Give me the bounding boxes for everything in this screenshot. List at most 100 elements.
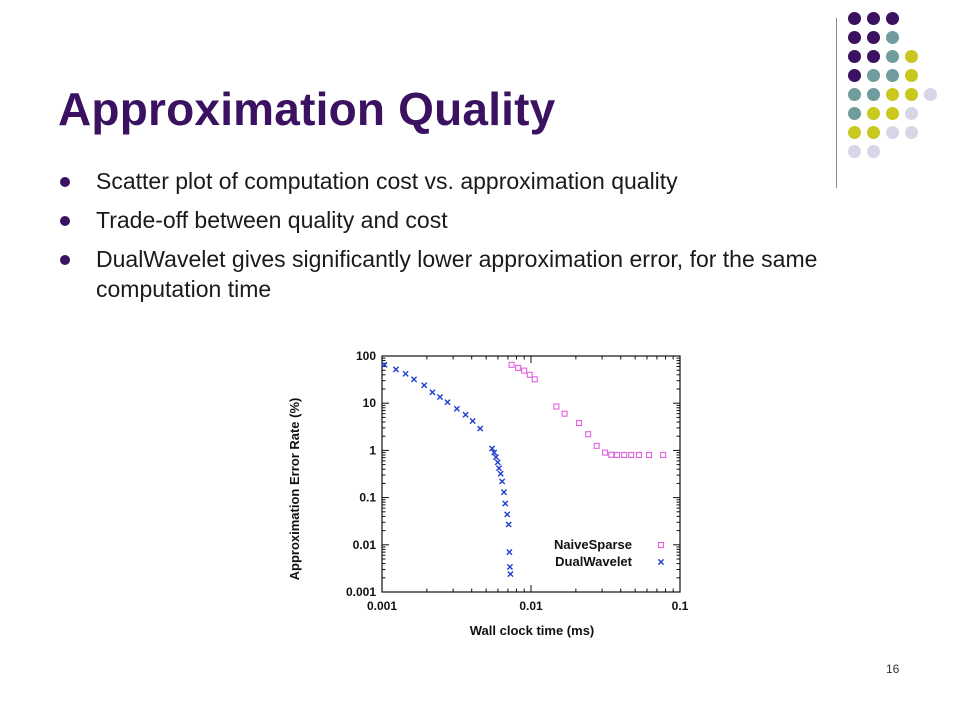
y-tick-label: 1 (369, 443, 376, 457)
decorative-divider (836, 18, 837, 188)
y-tick-label: 0.1 (359, 491, 376, 505)
point-naivesparse (635, 451, 642, 459)
point-naivesparse (628, 451, 635, 459)
decorative-dot (867, 126, 880, 139)
point-naivesparse (575, 419, 583, 427)
legend-marker-naivesparse (657, 541, 665, 549)
slide-title: Approximation Quality (58, 83, 556, 135)
decorative-dot (886, 31, 899, 44)
point-dualwavelet (488, 445, 496, 452)
decorative-dot (848, 69, 861, 82)
scatter-chart: 0.001 0.01 0.1 1 10 100 0.001 0.01 0.1 Wall cloc… (287, 349, 689, 638)
bullet-item: Scatter plot of computation cost vs. app… (60, 166, 860, 196)
point-naivesparse (526, 371, 533, 378)
x-axis-label: Wall clock time (ms) (470, 623, 595, 638)
decorative-dot (848, 50, 861, 63)
point-dualwavelet (500, 489, 508, 496)
x-tick-label: 0.1 (672, 599, 689, 613)
point-naivesparse (508, 361, 515, 368)
decorative-dot (886, 107, 899, 120)
decorative-dot (848, 126, 861, 139)
point-naivesparse (613, 451, 621, 459)
decorative-dot (905, 107, 918, 120)
decorative-dot (886, 69, 899, 82)
decorative-dot (886, 50, 899, 63)
point-dualwavelet (494, 459, 501, 466)
point-naivesparse (601, 449, 609, 456)
point-dualwavelet (497, 470, 504, 477)
decorative-dot (867, 88, 880, 101)
point-naivesparse (585, 431, 592, 438)
legend-label-naivesparse: NaiveSparse (554, 537, 632, 552)
point-dualwavelet (410, 376, 418, 383)
y-tick-label: 0.01 (353, 538, 377, 552)
point-dualwavelet (392, 366, 400, 373)
decorative-dot (905, 88, 918, 101)
point-naivesparse (608, 451, 615, 458)
point-dualwavelet (402, 370, 409, 377)
point-naivesparse (593, 442, 600, 449)
decorative-dot (867, 107, 880, 120)
point-dualwavelet (506, 563, 514, 571)
bullet-item: DualWavelet gives significantly lower ap… (60, 244, 860, 304)
decorative-dot (867, 31, 880, 44)
point-naivesparse (660, 451, 667, 459)
y-tick-label: 10 (363, 396, 377, 410)
slide-number: 16 (886, 662, 900, 676)
point-dualwavelet (421, 382, 428, 389)
decorative-dot (905, 50, 918, 63)
point-dualwavelet (429, 389, 436, 396)
point-naivesparse (561, 410, 568, 417)
decorative-dot (848, 12, 861, 25)
decorative-dot (848, 145, 861, 158)
point-naivesparse (646, 451, 653, 459)
point-dualwavelet (502, 500, 509, 507)
point-dualwavelet (462, 411, 469, 418)
point-dualwavelet (507, 570, 514, 578)
decorative-dot (848, 31, 861, 44)
point-dualwavelet (436, 393, 444, 401)
point-naivesparse (521, 367, 528, 374)
point-naivesparse (531, 376, 538, 383)
decorative-dot (867, 12, 880, 25)
bullet-list: Scatter plot of computation cost vs. app… (60, 166, 860, 313)
point-dualwavelet (495, 465, 503, 472)
legend-label-dualwavelet: DualWavelet (555, 554, 632, 569)
decorative-dot (905, 126, 918, 139)
y-axis-label: Approximation Error Rate (%) (287, 398, 302, 581)
decorative-dot (867, 145, 880, 158)
point-dualwavelet (444, 399, 451, 406)
y-tick-label: 0.001 (346, 585, 376, 599)
decorative-dot (848, 107, 861, 120)
legend-marker-dualwavelet (657, 558, 665, 566)
point-dualwavelet (491, 449, 498, 456)
point-dualwavelet (505, 521, 512, 528)
point-dualwavelet (453, 405, 460, 412)
point-dualwavelet (499, 478, 506, 485)
point-dualwavelet (504, 511, 511, 518)
point-dualwavelet (492, 454, 500, 461)
decorative-dot (924, 88, 937, 101)
data-marks (381, 361, 667, 578)
point-dualwavelet (506, 549, 513, 556)
decorative-dot (867, 50, 880, 63)
point-dualwavelet (381, 361, 388, 368)
legend: NaiveSparse DualWavelet (554, 537, 665, 569)
decorative-dot (867, 69, 880, 82)
plot-frame (381, 355, 681, 593)
decorative-dot (848, 88, 861, 101)
decorative-dot (886, 126, 899, 139)
point-naivesparse (621, 451, 628, 459)
x-tick-label: 0.01 (519, 599, 543, 613)
point-dualwavelet (477, 425, 484, 432)
axis-ticks: 0.001 0.01 0.1 1 10 100 0.001 0.01 0.1 (346, 349, 689, 613)
point-naivesparse (553, 403, 560, 410)
bullet-item: Trade-off between quality and cost (60, 205, 860, 235)
decorative-dot (905, 69, 918, 82)
y-tick-label: 100 (356, 349, 376, 363)
decorative-dot (886, 12, 899, 25)
point-dualwavelet (469, 417, 476, 425)
point-naivesparse (515, 364, 522, 371)
x-tick-label: 0.001 (367, 599, 397, 613)
decorative-dot (886, 88, 899, 101)
